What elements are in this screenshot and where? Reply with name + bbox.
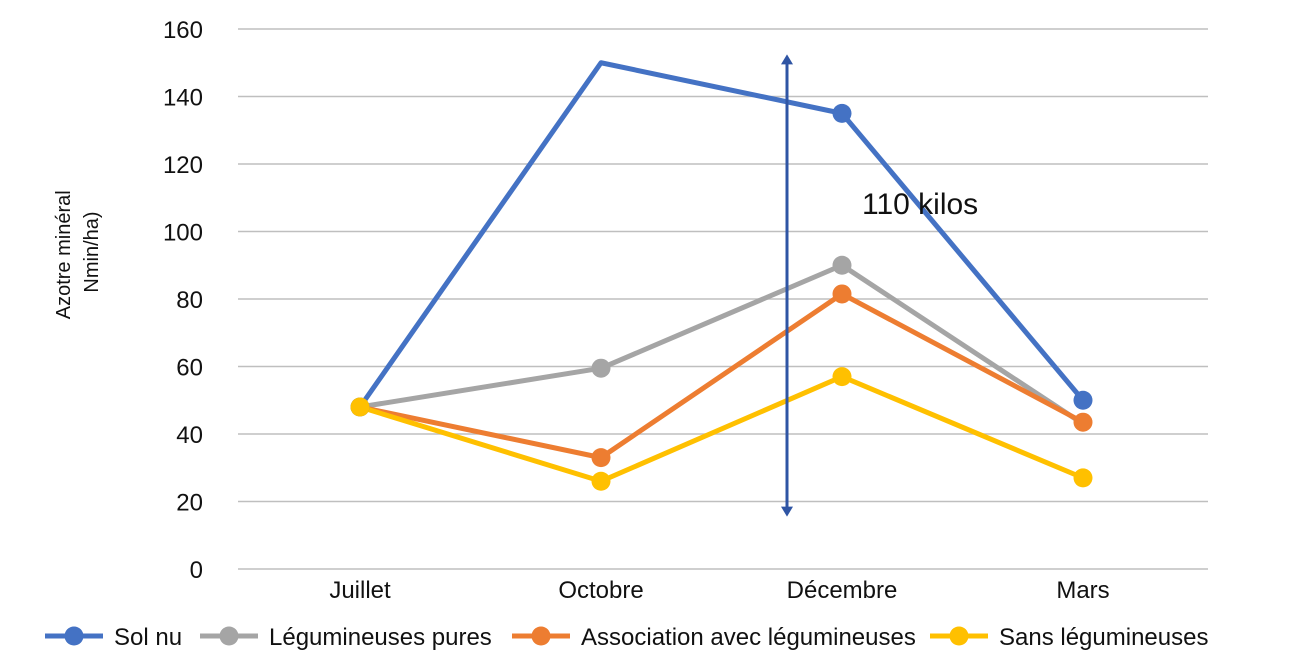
y-axis-ticks: 0 20 40 60 80 100 120 140 160 bbox=[163, 17, 203, 584]
y-tick-label: 80 bbox=[176, 287, 203, 314]
y-axis-label-line-2: Nmin/ha) bbox=[81, 211, 103, 292]
annotation: 110 kilos bbox=[781, 54, 978, 517]
legend-label-2: Association avec légumineuses bbox=[581, 624, 916, 651]
y-tick-label: 20 bbox=[176, 490, 203, 517]
series-point-3 bbox=[591, 471, 611, 491]
series-line-0 bbox=[357, 60, 1086, 410]
y-tick-label: 0 bbox=[190, 557, 203, 584]
y-tick-label: 60 bbox=[176, 355, 203, 382]
legend-marker-3 bbox=[949, 626, 969, 646]
y-tick-label: 140 bbox=[163, 85, 203, 112]
legend-marker-2 bbox=[531, 626, 551, 646]
y-tick-label: 120 bbox=[163, 152, 203, 179]
legend-label-1: Légumineuses pures bbox=[269, 624, 492, 651]
series-point-3 bbox=[350, 397, 370, 417]
x-tick-label: Décembre bbox=[787, 577, 898, 604]
series-point-0 bbox=[1073, 390, 1093, 410]
series-line-1 bbox=[357, 262, 1086, 427]
legend-marker-1 bbox=[219, 626, 239, 646]
series-line-3 bbox=[357, 374, 1086, 484]
x-tick-label: Octobre bbox=[558, 577, 643, 604]
series-layer bbox=[350, 60, 1093, 491]
series-point-1 bbox=[832, 255, 852, 275]
y-tick-label: 100 bbox=[163, 220, 203, 247]
x-tick-label: Mars bbox=[1056, 577, 1109, 604]
y-axis-label-line-1: Azotre minéral bbox=[53, 190, 75, 319]
series-point-3 bbox=[832, 367, 852, 387]
y-tick-label: 160 bbox=[163, 17, 203, 44]
x-axis-ticks: Juillet Octobre Décembre Mars bbox=[329, 577, 1109, 604]
legend-label-0: Sol nu bbox=[114, 624, 182, 651]
series-point-1 bbox=[591, 358, 611, 378]
annotation-label: 110 kilos bbox=[862, 188, 978, 221]
series-point-2 bbox=[832, 284, 852, 304]
series-line-2 bbox=[357, 291, 1086, 461]
series-point-3 bbox=[1073, 468, 1093, 488]
legend: Sol nu Légumineuses pures Association avec… bbox=[45, 624, 1208, 651]
y-axis-label: Azotre minéral Nmin/ha) bbox=[53, 185, 103, 320]
x-tick-label: Juillet bbox=[329, 577, 391, 604]
series-point-2 bbox=[591, 448, 611, 468]
legend-marker-0 bbox=[64, 626, 84, 646]
y-tick-label: 40 bbox=[176, 422, 203, 449]
legend-label-3: Sans légumineuses bbox=[999, 624, 1208, 651]
gridlines bbox=[238, 28, 1208, 570]
series-point-2 bbox=[1073, 412, 1093, 432]
series-point-0 bbox=[832, 103, 852, 123]
